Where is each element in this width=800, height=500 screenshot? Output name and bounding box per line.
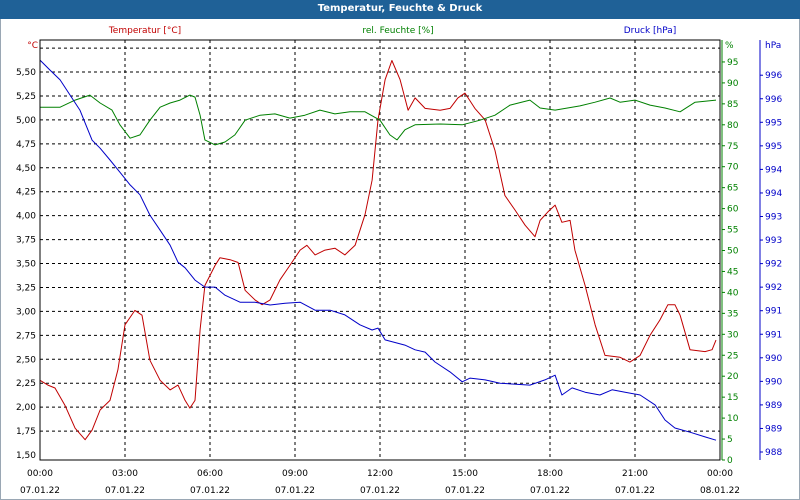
x-tick-date: 07.01.22 [615, 486, 655, 496]
temperature-tick-label: 4,75 [16, 140, 36, 150]
humidity-tick-label: 70 [727, 163, 739, 173]
pressure-tick-label: 989 [765, 424, 782, 434]
pressure-series-line [39, 59, 717, 441]
temperature-tick-label: 4,00 [16, 212, 36, 222]
humidity-tick-label: 25 [727, 351, 738, 361]
x-tick-time: 15:00 [452, 469, 478, 479]
x-tick-date: 07.01.22 [360, 486, 400, 496]
pressure-tick-label: 993 [765, 236, 782, 246]
pressure-tick-label: 995 [765, 118, 782, 128]
humidity-unit: % [725, 41, 734, 51]
pressure-tick-label: 994 [765, 189, 782, 199]
x-tick-date: 07.01.22 [275, 486, 315, 496]
pressure-tick-label: 991 [765, 307, 782, 317]
pressure-tick-label: 992 [765, 283, 782, 293]
temperature-tick-label: 4,25 [16, 188, 36, 198]
x-tick-time: 00:00 [27, 469, 53, 479]
pressure-tick-label: 996 [765, 71, 782, 81]
pressure-unit: hPa [765, 41, 781, 51]
x-tick-date: 07.01.22 [530, 486, 570, 496]
humidity-series-line [40, 94, 717, 146]
pressure-tick-label: 996 [765, 95, 782, 105]
humidity-tick-label: 95 [727, 58, 738, 68]
window-title: Temperatur, Feuchte & Druck [0, 0, 800, 19]
humidity-tick-label: 50 [727, 247, 739, 257]
humidity-axis-title: rel. Feuchte [%] [362, 26, 433, 36]
axes: 00:00 07.01.22 03:00 07.01.22 06:00 07.01.22 0… [16, 26, 782, 496]
humidity-tick-label: 45 [727, 267, 738, 277]
x-tick-time: 21:00 [622, 469, 648, 479]
temperature-tick-label: 5,25 [16, 92, 36, 102]
humidity-tick-label: 60 [727, 205, 739, 215]
temperature-series-line [39, 60, 717, 441]
humidity-tick-label: 30 [727, 330, 739, 340]
x-tick-time: 09:00 [282, 469, 308, 479]
temperature-tick-label: 3,75 [16, 236, 36, 246]
temperature-tick-label: 2,00 [16, 403, 36, 413]
temperature-tick-label: 2,25 [16, 379, 36, 389]
humidity-tick-label: 35 [727, 309, 738, 319]
temperature-tick-label: 3,50 [16, 260, 36, 270]
temperature-tick-label: 3,25 [16, 283, 36, 293]
humidity-tick-label: 55 [727, 226, 738, 236]
temperature-tick-label: 4,50 [16, 164, 36, 174]
x-tick-time: 06:00 [197, 469, 223, 479]
humidity-tick-label: 5 [727, 435, 733, 445]
humidity-tick-label: 80 [727, 121, 739, 131]
pressure-tick-label: 995 [765, 142, 782, 152]
x-tick-time: 18:00 [537, 469, 563, 479]
humidity-tick-label: 65 [727, 184, 738, 194]
pressure-tick-label: 991 [765, 330, 782, 340]
pressure-axis-title: Druck [hPa] [624, 26, 677, 36]
temperature-tick-label: 1,75 [16, 427, 36, 437]
humidity-tick-label: 10 [727, 414, 739, 424]
grid [40, 40, 720, 460]
humidity-tick-label: 75 [727, 142, 738, 152]
series [39, 59, 717, 441]
x-tick-time: 12:00 [367, 469, 393, 479]
humidity-tick-label: 0 [727, 456, 733, 466]
pressure-tick-label: 993 [765, 213, 782, 223]
temperature-tick-label: 3,00 [16, 307, 36, 317]
pressure-tick-label: 994 [765, 165, 782, 175]
x-tick-date: 07.01.22 [20, 486, 60, 496]
pressure-tick-label: 989 [765, 401, 782, 411]
temperature-tick-label: 5,50 [16, 68, 36, 78]
humidity-tick-label: 90 [727, 79, 739, 89]
temperature-tick-label: 2,50 [16, 355, 36, 365]
humidity-tick-label: 15 [727, 393, 738, 403]
pressure-tick-label: 992 [765, 260, 782, 270]
temperature-tick-label: 5,00 [16, 116, 36, 126]
temperature-tick-label: 1,50 [16, 451, 36, 461]
temperature-axis-title: Temperatur [°C] [108, 26, 181, 36]
temperature-tick-label: 2,75 [16, 331, 36, 341]
pressure-tick-label: 990 [765, 354, 782, 364]
x-tick-time: 00:00 [707, 469, 733, 479]
x-tick-date: 07.01.22 [445, 486, 485, 496]
x-tick-time: 03:00 [112, 469, 138, 479]
pressure-tick-label: 988 [765, 448, 782, 458]
humidity-tick-label: 40 [727, 288, 739, 298]
temperature-unit: °C [27, 41, 38, 51]
x-tick-date: 08.01.22 [700, 486, 740, 496]
plot-border [39, 39, 721, 461]
x-tick-date: 07.01.22 [190, 486, 230, 496]
pressure-tick-label: 990 [765, 377, 782, 387]
humidity-tick-label: 85 [727, 100, 738, 110]
x-tick-date: 07.01.22 [105, 486, 145, 496]
humidity-tick-label: 20 [727, 372, 739, 382]
